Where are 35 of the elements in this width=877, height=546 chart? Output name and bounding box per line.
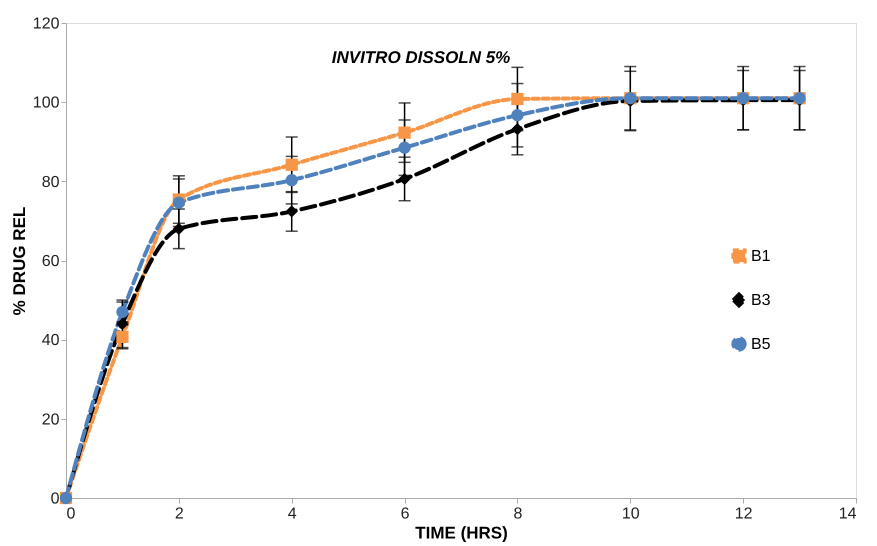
point [172,196,185,209]
point [511,92,524,106]
y-tick-label: 40 [42,332,60,350]
point [398,142,411,154]
x-tick-label: 10 [622,506,640,522]
x-axis-title: TIME (HRS) [415,524,508,542]
point [286,205,298,218]
legend-label: B5 [751,336,771,353]
point [511,122,524,136]
point [398,172,411,186]
text: INVITRO DISSOLN 5% [332,48,510,67]
x-tick-label: 6 [400,506,410,522]
x-tick-label: 2 [174,506,184,522]
x-tick-label: 8 [513,506,522,522]
x-tick-label: 0 [66,506,76,522]
y-tick-label: 100 [32,94,60,112]
point [116,330,129,344]
point [511,109,524,122]
point [116,306,129,318]
y-tick-label: 120 [32,16,60,32]
y-axis-title: % DRUG REL [10,206,29,316]
point [172,222,185,235]
x-tick-label: 12 [734,506,753,522]
x-tick-label: 4 [288,506,297,522]
point [286,158,298,171]
y-tick-label: 20 [42,411,60,428]
y-tick-label: 0 [50,490,60,508]
point [398,126,411,139]
y-tick-label: 80 [42,174,60,191]
point [286,174,298,186]
x-tick-label: 14 [838,506,857,522]
point [116,318,129,330]
legend-label: B1 [751,248,771,265]
y-tick-label: 60 [42,253,60,270]
legend-label: B3 [751,292,771,309]
